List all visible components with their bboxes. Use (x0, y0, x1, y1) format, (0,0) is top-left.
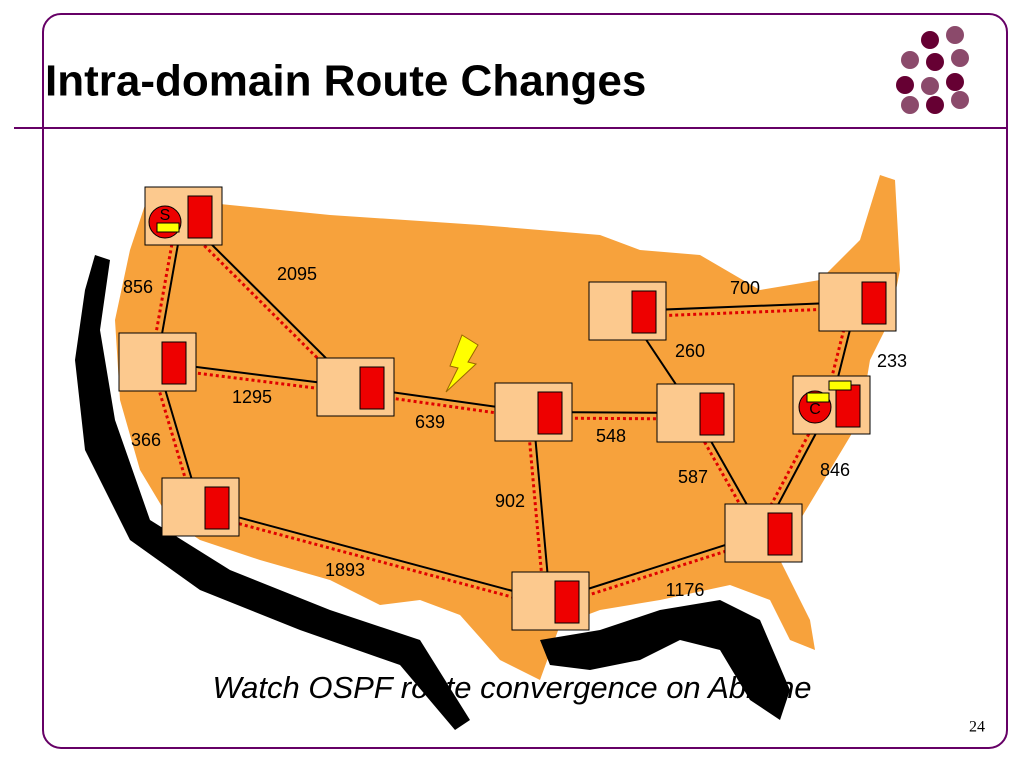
router (187, 195, 213, 239)
router (537, 391, 563, 435)
link (199, 506, 551, 602)
link-weight: 856 (123, 277, 153, 297)
packet (806, 392, 830, 403)
host-label: C (809, 401, 821, 418)
router (767, 512, 793, 556)
link-weight: 366 (131, 430, 161, 450)
link (532, 411, 551, 602)
caption: Watch OSPF route convergence on Abilene (212, 670, 811, 705)
link-weight: 1893 (325, 560, 365, 580)
router (699, 392, 725, 436)
coastline (75, 255, 470, 730)
link-weight: 587 (678, 467, 708, 487)
router (835, 384, 861, 428)
host-label: S (160, 207, 171, 224)
link-weight: 639 (415, 412, 445, 432)
router (554, 580, 580, 624)
packet (828, 380, 852, 391)
coastline (540, 600, 790, 720)
router (631, 290, 657, 334)
route-path (525, 412, 546, 602)
slide-title: Intra-domain Route Changes (45, 57, 646, 106)
logo (896, 26, 969, 114)
link-weight: 1176 (666, 580, 705, 600)
router (359, 366, 385, 410)
router (161, 341, 187, 385)
page-number: 24 (969, 719, 985, 736)
link-weight: 902 (495, 491, 525, 511)
router (861, 281, 887, 325)
link-weight: 700 (730, 278, 760, 298)
link-weight: 2095 (277, 264, 317, 284)
route-path (198, 511, 549, 609)
link-weight: 548 (596, 426, 626, 446)
lightning-icon (445, 334, 479, 393)
packet (156, 222, 180, 233)
nodes: SC (118, 186, 897, 631)
slide-border (42, 13, 1008, 749)
link-weight: 1295 (232, 387, 272, 407)
router (204, 486, 230, 530)
link-weight: 233 (877, 351, 907, 371)
link-weight: 260 (675, 341, 705, 361)
route-path (177, 219, 352, 393)
link-weight: 846 (820, 460, 850, 480)
